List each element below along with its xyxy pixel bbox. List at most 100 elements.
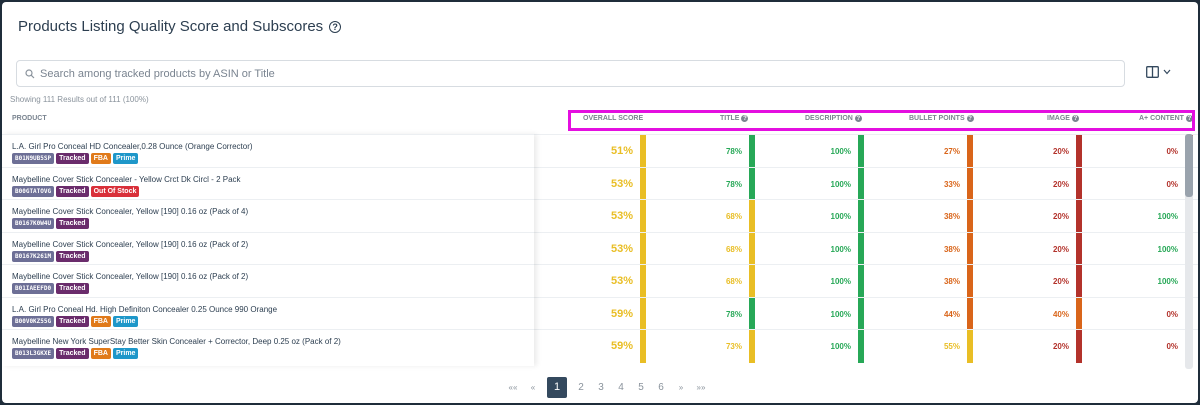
image-score: 20% (1052, 212, 1069, 221)
page-prev-button[interactable]: « (530, 383, 536, 392)
product-column-shadow (2, 134, 534, 366)
title-score: 68% (725, 244, 742, 254)
help-icon[interactable]: ? (329, 20, 342, 33)
asin-badge[interactable]: B01IAEEFD0 (12, 283, 55, 294)
page-last-button[interactable]: »» (696, 383, 706, 392)
columns-toggle-button[interactable] (1146, 66, 1171, 78)
image-score-bar (1076, 200, 1082, 233)
description-score-bar (858, 167, 864, 201)
product-name-link[interactable]: L.A. Girl Pro Conceal HD Concealer,0.28 … (12, 142, 253, 151)
bullets-score: 38% (943, 277, 960, 286)
image-score-bar (1076, 297, 1082, 331)
header-product[interactable]: PRODUCT (12, 115, 47, 122)
description-score-bar (858, 200, 864, 233)
description-score: 100% (830, 244, 851, 254)
description-score-bar (858, 135, 864, 168)
asin-badge[interactable]: B0167K261M (12, 250, 55, 262)
overall-score: 53% (610, 177, 633, 190)
asin-badge[interactable]: B0167K0W4U (12, 218, 55, 229)
product-badges: B0167K0W4U Tracked (12, 218, 89, 229)
bullets-score: 38% (943, 244, 960, 254)
product-badges: B00V0KZ55G Tracked FBA Prime (12, 315, 139, 327)
help-icon[interactable]: ? (741, 115, 749, 122)
table-scrollbar-thumb[interactable] (1185, 134, 1193, 197)
header-title[interactable]: TITLE? (720, 115, 749, 122)
overall-score-bar (640, 265, 646, 298)
title-score: 78% (725, 147, 742, 156)
header-aplus-content[interactable]: A+ CONTENT? (1139, 115, 1193, 122)
page-6-button[interactable]: 6 (658, 382, 664, 393)
status-badge: Tracked (56, 315, 89, 327)
header-bullet-points[interactable]: BULLET POINTS? (909, 115, 974, 122)
help-icon[interactable]: ? (1071, 115, 1079, 122)
aplus-score: 0% (1166, 147, 1178, 156)
table-row[interactable]: Maybelline Cover Stick Concealer, Yellow… (2, 199, 1198, 233)
help-icon[interactable]: ? (1185, 115, 1193, 122)
status-badge: Tracked (56, 250, 89, 262)
status-badge: Tracked (56, 348, 89, 359)
product-name-link[interactable]: Maybelline Cover Stick Concealer, Yellow… (12, 272, 249, 281)
bullets-score-bar (967, 167, 973, 201)
help-icon[interactable]: ? (854, 115, 862, 122)
aplus-score: 100% (1157, 277, 1178, 286)
aplus-score: 0% (1166, 309, 1178, 319)
product-name-link[interactable]: L.A. Girl Pro Coneal Hd. High Definiton … (12, 304, 278, 314)
image-score: 20% (1052, 147, 1069, 156)
bullets-score-bar (967, 265, 973, 298)
image-score-bar (1076, 265, 1082, 298)
status-badge: Out Of Stock (90, 185, 140, 197)
page-next-button[interactable]: » (678, 383, 684, 392)
image-score-bar (1076, 232, 1082, 266)
page-5-button[interactable]: 5 (638, 382, 644, 393)
image-score: 20% (1052, 244, 1069, 254)
page-first-button[interactable]: «« (508, 383, 518, 392)
asin-badge[interactable]: B01N9UB5SP (12, 153, 55, 164)
table-row[interactable]: L.A. Girl Pro Conceal HD Concealer,0.28 … (2, 134, 1198, 168)
page-3-button[interactable]: 3 (598, 382, 604, 393)
product-name-link[interactable]: Maybelline Cover Stick Concealer - Yello… (12, 174, 241, 184)
product-name-link[interactable]: Maybelline New York SuperStay Better Ski… (12, 337, 341, 346)
search-box[interactable] (16, 60, 1125, 87)
table-row[interactable]: Maybelline Cover Stick Concealer, Yellow… (2, 264, 1198, 298)
image-score: 20% (1052, 342, 1069, 351)
overall-score-bar (640, 297, 646, 331)
asin-badge[interactable]: B013L3GKXE (12, 348, 55, 359)
title-score: 68% (725, 212, 742, 221)
page-1-button[interactable]: 1 (547, 377, 567, 398)
bullets-score: 27% (943, 147, 960, 156)
table-row[interactable]: Maybelline New York SuperStay Better Ski… (2, 329, 1198, 363)
overall-score-bar (640, 167, 646, 201)
header-overall-score[interactable]: OVERALL SCORE (583, 115, 643, 122)
header-description[interactable]: DESCRIPTION? (805, 115, 862, 122)
asin-badge[interactable]: B00GTATOVG (12, 185, 55, 197)
page-title: Products Listing Quality Score and Subsc… (18, 18, 324, 35)
bullets-score-bar (967, 330, 973, 363)
header-image-label: IMAGE (1047, 115, 1070, 122)
help-icon[interactable]: ? (966, 115, 974, 122)
product-name-link[interactable]: Maybelline Cover Stick Concealer, Yellow… (12, 239, 249, 249)
bullets-score: 33% (943, 179, 960, 189)
page-2-button[interactable]: 2 (578, 382, 584, 393)
search-input[interactable] (40, 67, 1090, 80)
overall-score-bar (640, 232, 646, 266)
overall-score-bar (640, 135, 646, 168)
image-score-bar (1076, 135, 1082, 168)
table-row[interactable]: L.A. Girl Pro Coneal Hd. High Definiton … (2, 296, 1198, 331)
product-badges: B013L3GKXE Tracked FBA Prime (12, 348, 139, 359)
overall-score: 53% (610, 242, 633, 255)
product-badges: B0167K261M Tracked (12, 250, 89, 262)
image-score: 40% (1052, 309, 1069, 319)
header-image[interactable]: IMAGE? (1047, 115, 1079, 122)
title-score: 78% (725, 179, 742, 189)
bullets-score: 44% (943, 309, 960, 319)
bullets-score: 38% (943, 212, 960, 221)
table-scrollbar[interactable] (1185, 134, 1193, 369)
product-name-link[interactable]: Maybelline Cover Stick Concealer, Yellow… (12, 207, 249, 216)
overall-score-bar (640, 330, 646, 363)
status-badge: Prime (112, 153, 139, 164)
bullets-score-bar (967, 232, 973, 266)
asin-badge[interactable]: B00V0KZ55G (12, 315, 55, 327)
header-description-label: DESCRIPTION (805, 115, 853, 122)
page-4-button[interactable]: 4 (618, 382, 624, 393)
status-badge: FBA (90, 348, 111, 359)
